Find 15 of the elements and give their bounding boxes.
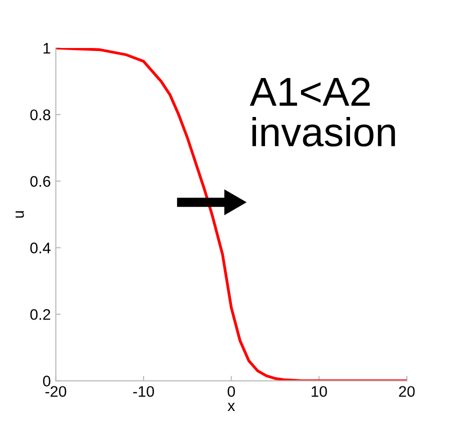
y-tick-label: 0.6 — [30, 176, 50, 187]
x-tick-label: 10 — [312, 386, 327, 397]
line-series — [56, 48, 407, 381]
y-tick-label: 0 — [43, 376, 50, 386]
x-tick-label: -10 — [133, 386, 154, 397]
x-tick-label: 0 — [228, 386, 235, 397]
y-tick-label: 1 — [44, 43, 50, 54]
y-tick-label: 0.4 — [30, 242, 50, 254]
annotation: A1<A2 invasion — [250, 78, 395, 147]
x-axis-title: x — [228, 402, 235, 411]
y-tick-label: 0.8 — [30, 109, 50, 120]
x-tick-label: 20 — [399, 386, 415, 397]
x-tick-label: -20 — [45, 386, 66, 397]
y-tick-label: 0.2 — [30, 309, 50, 320]
y-axis-title: u — [16, 211, 24, 218]
